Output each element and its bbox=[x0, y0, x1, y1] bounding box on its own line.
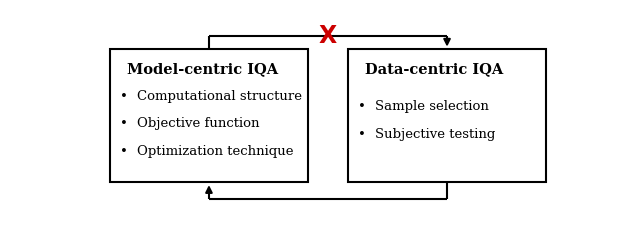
Text: Optimization technique: Optimization technique bbox=[137, 145, 294, 158]
Text: •: • bbox=[120, 117, 127, 130]
Text: Objective function: Objective function bbox=[137, 117, 260, 130]
Text: Subjective testing: Subjective testing bbox=[375, 128, 495, 141]
Text: •: • bbox=[120, 145, 127, 158]
Text: •: • bbox=[358, 100, 365, 113]
Text: Model-centric IQA: Model-centric IQA bbox=[127, 62, 278, 76]
Text: •: • bbox=[120, 90, 127, 103]
Bar bbox=[110, 49, 308, 182]
Text: •: • bbox=[358, 128, 365, 141]
Text: X: X bbox=[319, 24, 337, 48]
Text: Computational structure: Computational structure bbox=[137, 90, 302, 103]
Bar bbox=[348, 49, 547, 182]
Text: Sample selection: Sample selection bbox=[375, 100, 489, 113]
Text: Data-centric IQA: Data-centric IQA bbox=[365, 62, 504, 76]
